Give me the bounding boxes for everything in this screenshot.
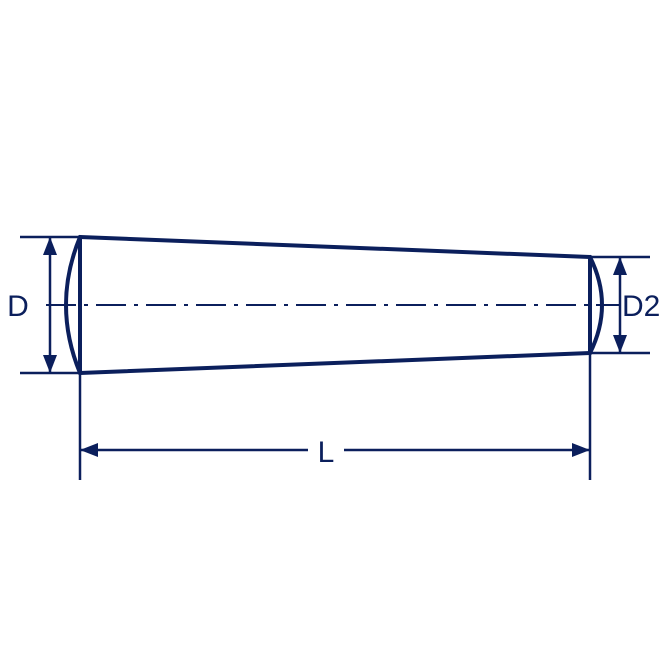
taper-pin-diagram: D D2 L [0,0,670,670]
dim-label-D: D [7,290,29,323]
dim-label-L: L [318,436,335,469]
dim-label-D2: D2 [622,290,660,323]
